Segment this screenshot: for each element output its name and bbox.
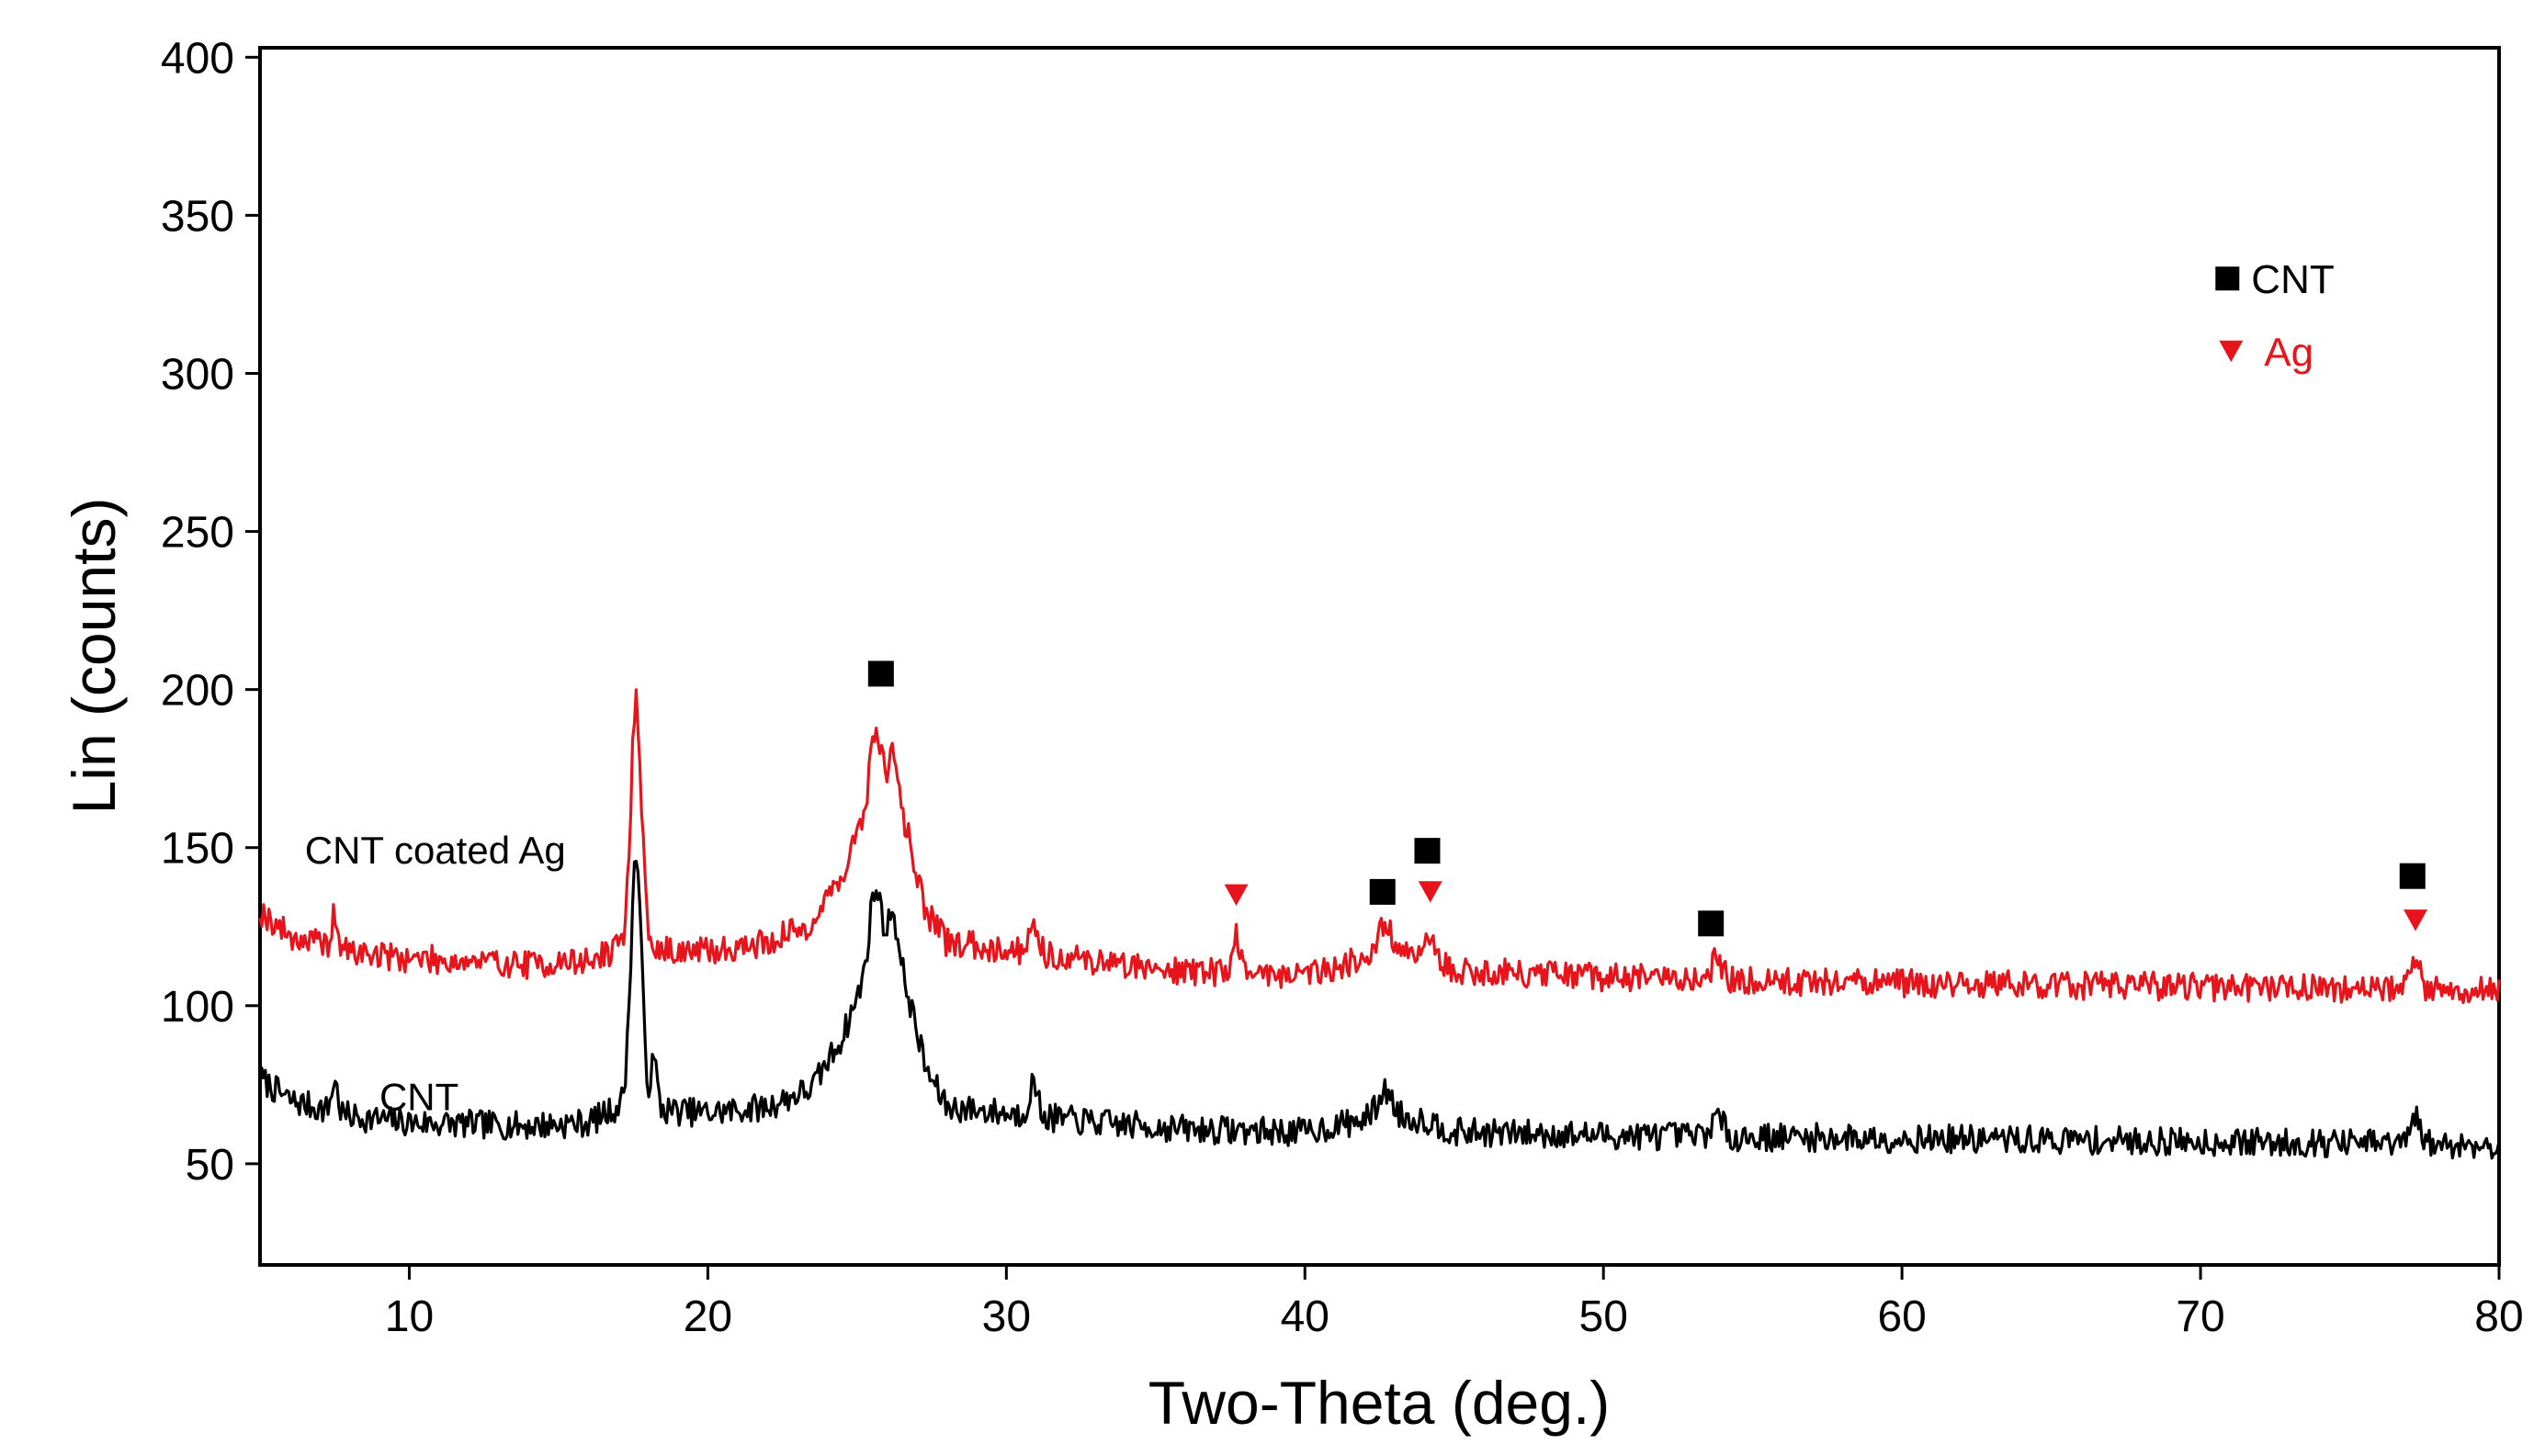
legend-ag-symbol (2219, 340, 2244, 363)
y-tick-label: 250 (161, 509, 234, 558)
x-tick-label: 40 (1281, 1292, 1329, 1341)
ag-peak-marker (2404, 909, 2428, 931)
y-tick-label: 350 (161, 192, 234, 241)
axis-ticks: 10 20 30 40 50 60 70 80 50 100 150 200 250 300 350 400 (161, 34, 2524, 1341)
series-line-cnt-coated-ag (258, 688, 2501, 1005)
series-layer: CNT CNT coated Ag (258, 688, 2501, 1160)
series-line-cnt (258, 859, 2501, 1160)
x-tick-label: 70 (2176, 1292, 2224, 1341)
y-tick-label: 400 (161, 34, 234, 83)
y-tick-label: 200 (161, 667, 234, 716)
legend-cnt-symbol (2215, 266, 2240, 291)
x-tick-label: 80 (2474, 1292, 2523, 1341)
series-label: CNT coated Ag (305, 829, 566, 872)
x-tick-label: 60 (1877, 1292, 1926, 1341)
legend-label: Ag (2264, 330, 2313, 375)
cnt-peak-marker (1414, 838, 1441, 864)
y-tick-label: 150 (161, 825, 234, 874)
cnt-peak-marker (867, 660, 894, 687)
cnt-peak-marker (2399, 863, 2426, 889)
ag-peak-marker (1418, 881, 1442, 903)
series-label: CNT (379, 1075, 458, 1118)
y-axis-title: Lin (counts) (60, 498, 128, 815)
y-tick-label: 50 (186, 1141, 234, 1190)
plot-area (258, 46, 2501, 1267)
peak-markers (867, 660, 2428, 937)
x-tick-label: 20 (684, 1292, 732, 1341)
x-tick-label: 50 (1579, 1292, 1628, 1341)
legend: CNT Ag (2215, 257, 2335, 375)
y-tick-label: 100 (161, 983, 234, 1032)
cnt-peak-marker (1369, 878, 1396, 905)
x-tick-label: 30 (982, 1292, 1031, 1341)
x-axis-title: Two-Theta (deg.) (1148, 1369, 1611, 1437)
legend-label: CNT (2251, 257, 2334, 302)
ag-peak-marker (1224, 884, 1249, 907)
y-tick-label: 300 (161, 350, 234, 399)
cnt-peak-marker (1698, 910, 1725, 937)
x-tick-label: 10 (385, 1292, 434, 1341)
